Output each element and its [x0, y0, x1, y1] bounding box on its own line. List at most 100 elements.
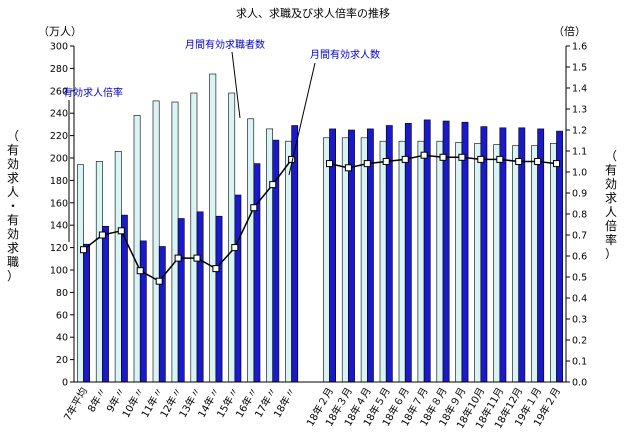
- ratio-point: [212, 265, 220, 273]
- bar-seekers: [461, 121, 469, 383]
- ratio-point: [80, 246, 87, 254]
- x-tick-label: 7年平均: [61, 385, 90, 423]
- ratio-point: [326, 160, 333, 168]
- bar-openings: [474, 143, 482, 383]
- ratio-point: [344, 164, 352, 172]
- bar-openings: [322, 137, 330, 383]
- bar-openings: [133, 115, 141, 383]
- ratio-point: [382, 158, 390, 165]
- bar-openings: [77, 164, 84, 383]
- ratio-point: [363, 160, 371, 168]
- bar-seekers: [177, 218, 185, 383]
- left-axis-label-char: （: [7, 129, 19, 143]
- right-axis-label-char: 率: [605, 232, 617, 247]
- bar-seekers: [102, 226, 109, 383]
- right-tick-label: 0.4: [572, 294, 587, 305]
- right-tick-label: 0.8: [572, 210, 587, 221]
- right-axis-label: （有効求人倍率）: [605, 149, 617, 261]
- ratio-point: [515, 158, 523, 165]
- bar-openings: [417, 140, 425, 383]
- ratio-point: [401, 155, 409, 163]
- ratio-line: [80, 151, 560, 285]
- ratio-point: [439, 153, 447, 161]
- left-tick-label: 100: [50, 266, 68, 277]
- left-axis-unit: （万人）: [38, 25, 82, 38]
- bar-openings: [360, 137, 368, 383]
- ratio-point: [553, 160, 560, 168]
- bar-openings: [266, 128, 273, 383]
- left-tick-label: 200: [50, 154, 68, 165]
- ratio-point: [193, 254, 201, 262]
- left-tick-label: 240: [50, 109, 68, 120]
- left-tick-label: 80: [56, 288, 68, 299]
- bar-openings: [152, 100, 160, 383]
- right-axis-label-char: 有: [605, 163, 617, 177]
- right-axis-label-char: ）: [605, 247, 617, 261]
- right-tick-label: 0.1: [572, 357, 587, 368]
- bar-seekers: [139, 240, 147, 383]
- left-tick-label: 60: [56, 310, 68, 321]
- right-tick-label: 0.3: [572, 315, 587, 326]
- bar-seekers: [253, 163, 261, 383]
- right-axis-label-char: （: [605, 149, 617, 163]
- ratio-point: [250, 204, 258, 212]
- bar-seekers: [234, 194, 242, 383]
- ratio-point: [534, 158, 542, 165]
- bar-seekers: [196, 211, 204, 383]
- bar-openings: [190, 92, 198, 383]
- right-axis-label-char: 倍: [605, 218, 617, 233]
- ratio-point: [136, 267, 144, 275]
- left-tick-label: 280: [50, 64, 68, 75]
- left-axis-label-char: ・: [7, 199, 19, 213]
- right-tick-label: 1.6: [572, 42, 587, 53]
- bar-openings: [209, 73, 217, 383]
- left-tick-label: 220: [50, 131, 68, 142]
- right-tick-label: 0.2: [572, 336, 587, 347]
- right-axis-label-char: 求: [605, 191, 617, 205]
- left-tick-label: 0: [62, 378, 68, 389]
- ratio-point: [155, 277, 163, 285]
- left-tick-label: 260: [50, 86, 68, 97]
- right-tick-label: 0.9: [572, 189, 587, 200]
- ratio-point: [288, 155, 296, 163]
- bar-openings: [512, 145, 519, 383]
- right-tick-label: 1.3: [572, 105, 587, 116]
- right-tick-label: 1.5: [572, 63, 587, 74]
- right-axis-label-char: 人: [605, 205, 617, 219]
- ratio-point: [420, 151, 428, 159]
- bar-seekers: [480, 126, 488, 383]
- bar-seekers: [556, 130, 563, 383]
- annotation-seekers-leader: [231, 51, 241, 119]
- bar-seekers: [499, 127, 507, 383]
- bar-openings: [228, 92, 236, 383]
- right-tick-label: 0.5: [572, 273, 587, 284]
- left-tick-label: 120: [50, 243, 68, 254]
- left-tick-label: 300: [50, 42, 68, 53]
- right-axis-unit: （倍）: [553, 24, 586, 38]
- bar-seekers: [83, 243, 90, 383]
- left-axis-label-char: 求: [7, 171, 19, 185]
- bar-seekers: [121, 214, 128, 383]
- ratio-point: [458, 153, 466, 161]
- annotation-ratio: 有効求人倍率: [63, 86, 123, 99]
- chart-title: 求人、求職及び求人倍率の推移: [236, 6, 390, 20]
- bar-openings: [285, 140, 292, 383]
- bar-openings: [493, 144, 501, 383]
- right-tick-label: 0.6: [572, 252, 587, 263]
- bar-seekers: [215, 215, 223, 383]
- bar-seekers: [158, 246, 166, 383]
- bar-openings: [247, 118, 255, 383]
- right-tick-label: 0.7: [572, 231, 587, 242]
- left-axis-label: （有効求人・有効求職）: [7, 129, 19, 283]
- left-axis-label-char: 人: [7, 185, 19, 199]
- left-tick-label: 160: [50, 198, 68, 209]
- left-axis-label-char: 有: [7, 143, 19, 157]
- bar-seekers: [518, 127, 526, 383]
- bar-openings: [531, 145, 538, 383]
- ratio-point: [174, 254, 182, 262]
- bar-openings: [341, 137, 349, 383]
- ratio-point: [477, 155, 485, 163]
- left-axis-label-char: ）: [7, 269, 19, 283]
- bar-openings: [379, 140, 387, 383]
